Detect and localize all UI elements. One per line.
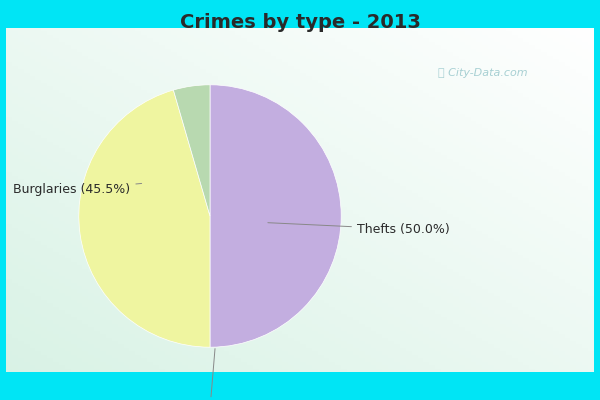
Text: Crimes by type - 2013: Crimes by type - 2013	[179, 12, 421, 32]
Wedge shape	[79, 90, 210, 347]
Text: ⓘ City-Data.com: ⓘ City-Data.com	[439, 68, 528, 78]
Wedge shape	[210, 85, 341, 347]
Text: Thefts (50.0%): Thefts (50.0%)	[268, 223, 449, 236]
Text: Auto thefts (4.5%): Auto thefts (4.5%)	[152, 349, 268, 400]
Text: Burglaries (45.5%): Burglaries (45.5%)	[13, 183, 142, 196]
Wedge shape	[173, 85, 210, 216]
